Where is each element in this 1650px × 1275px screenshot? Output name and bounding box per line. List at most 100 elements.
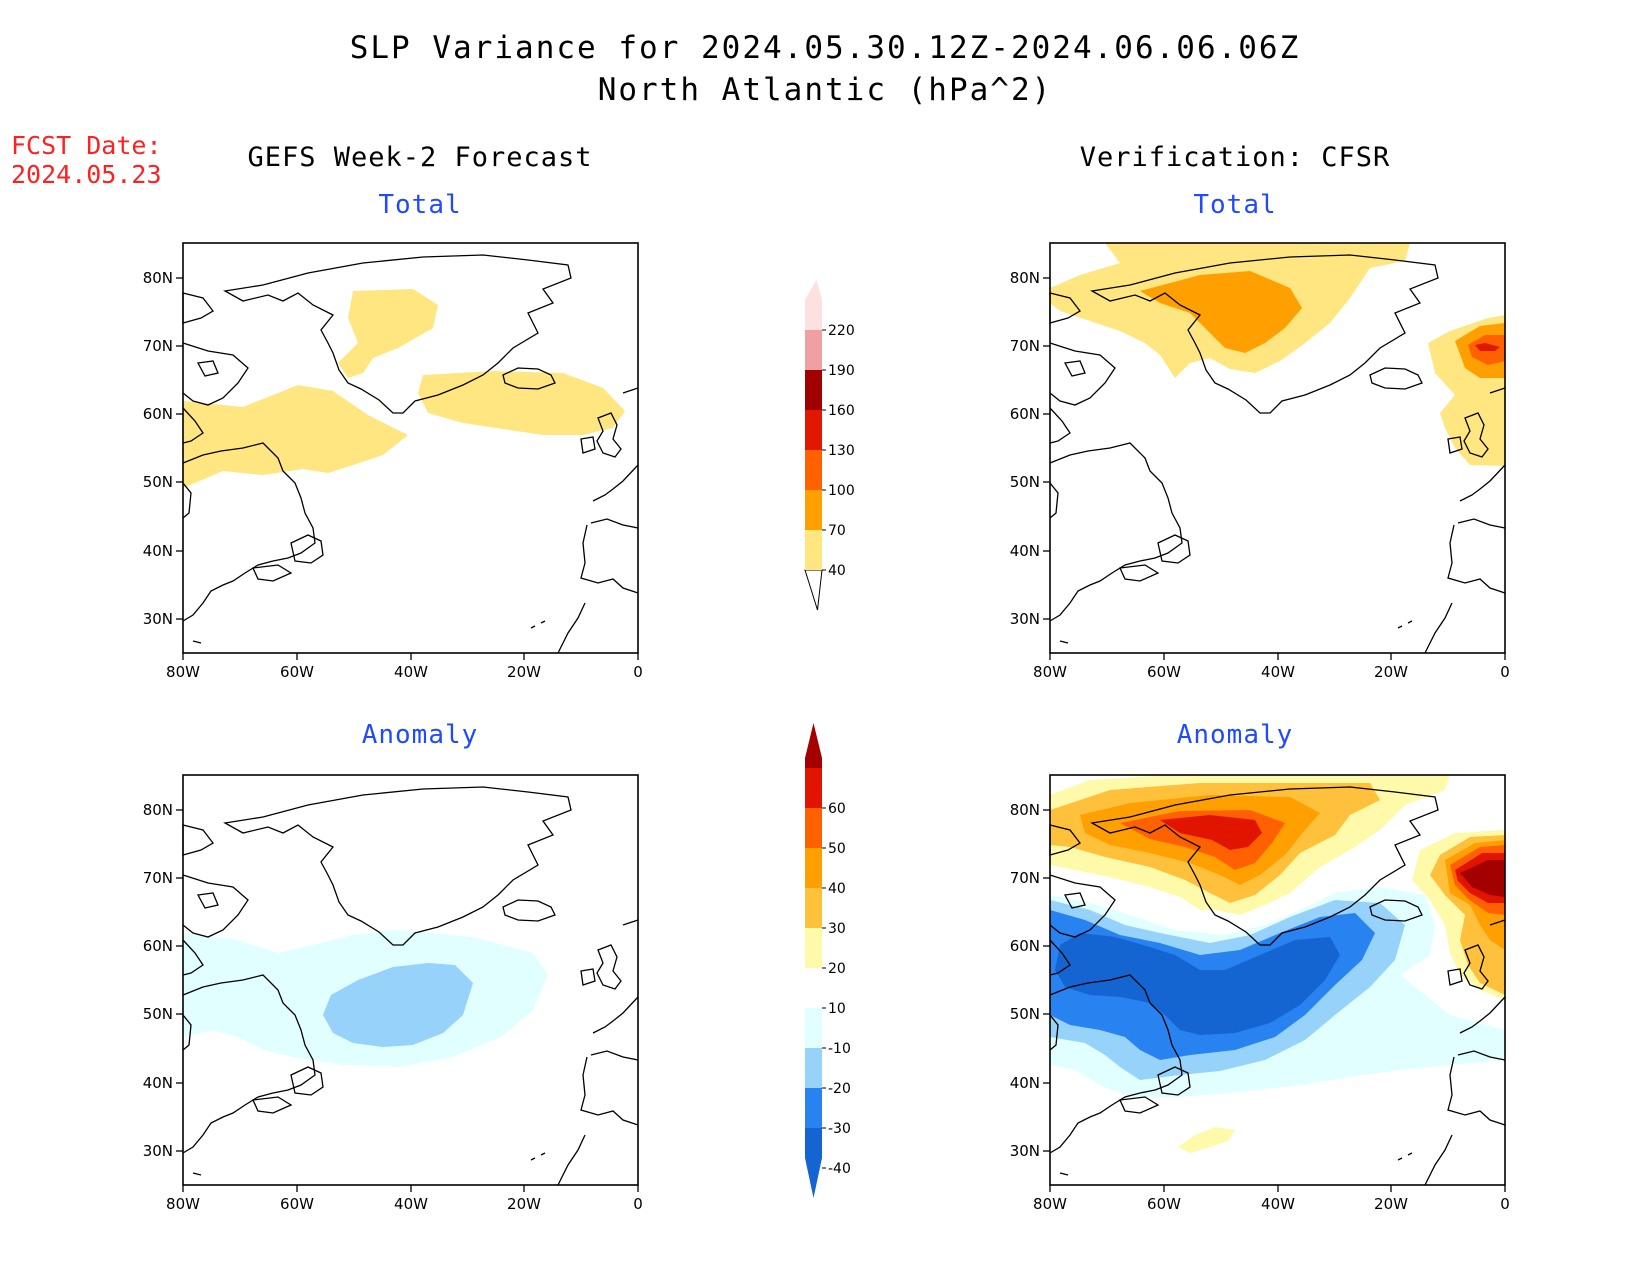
colorbar-total-label: 160 [828,403,855,419]
shading-forecast-anomaly [183,930,548,1067]
colorbar-total-swatch [805,330,822,370]
colorbar-total: 40 70 100 130 160 190 220 [804,280,855,611]
main-title: SLP Variance for 2024.05.30.12Z-2024.06.… [349,30,1301,66]
colorbar-anomaly-label: 50 [828,841,846,857]
lon-label: 0 [1500,1195,1510,1213]
lat-label: 60N [143,937,173,955]
colorbar-total-swatch [805,410,822,450]
colorbar-anomaly: -40 -30 -20 -10 10 20 30 40 50 60 [805,723,851,1198]
lat-label: 80N [1010,269,1040,287]
lon-label: 20W [507,663,541,681]
colorbar-total-swatch [805,370,822,410]
colorbar-anomaly-label: -40 [828,1161,851,1177]
lon-label: 20W [1374,1195,1408,1213]
lon-label: 0 [633,1195,643,1213]
colorbar-total-label: 130 [828,443,855,459]
panel-title-forecast-total: Total [378,190,462,220]
lon-label: 20W [1374,663,1408,681]
colorbar-anomaly-label: 20 [828,961,846,977]
lat-label: 50N [1010,473,1040,491]
lat-label: 30N [1010,610,1040,628]
colorbar-anomaly-label: 40 [828,881,846,897]
map-verification-anomaly: 80N 70N 60N 50N 40N 30N 80W 60W 40W 20W 0 [1010,774,1510,1213]
lon-label: 80W [166,663,200,681]
lon-label: 0 [1500,663,1510,681]
lat-label: 70N [143,869,173,887]
lat-label: 80N [143,801,173,819]
colorbar-anomaly-label: -30 [828,1121,851,1137]
map-verification-total: 80N 70N 60N 50N 40N 30N 80W 60W 40W 20W 0 [1010,242,1510,681]
lat-label: 30N [143,610,173,628]
lon-label: 60W [1147,1195,1181,1213]
lat-label: 70N [1010,869,1040,887]
shading-verification-total [1050,243,1505,466]
lon-label: 80W [166,1195,200,1213]
lat-label: 60N [143,405,173,423]
lon-label: 0 [633,663,643,681]
main-subtitle: North Atlantic (hPa^2) [597,72,1053,108]
lat-label: 60N [1010,937,1040,955]
shading-forecast-total [183,289,625,488]
colorbar-anomaly-swatch [805,1048,822,1088]
lat-label: 40N [143,542,173,560]
fcst-date-label: FCST Date: [11,131,162,160]
colorbar-anomaly-swatch [805,968,822,1008]
panel-title-verification-total: Total [1193,190,1277,220]
lat-label: 50N [143,1005,173,1023]
axis-ticks-verification-total: 80N 70N 60N 50N 40N 30N 80W 60W 40W 20W 0 [1010,269,1510,681]
axis-ticks-forecast-total: 80N 70N 60N 50N 40N 30N 80W 60W 40W 20W 0 [143,269,643,681]
colorbar-anomaly-label: 60 [828,801,846,817]
colorbar-anomaly-label: 30 [828,921,846,937]
map-forecast-total: 80N 70N 60N 50N 40N 30N 80W 60W 40W 20W 0 [143,242,643,681]
shading-verification-anomaly [1050,775,1505,1153]
lon-label: 20W [507,1195,541,1213]
lat-label: 80N [1010,801,1040,819]
lat-label: 60N [1010,405,1040,423]
colorbar-total-lower-extension [804,569,823,611]
colorbar-anomaly-label: -20 [828,1081,851,1097]
lat-label: 30N [1010,1142,1040,1160]
colorbar-anomaly-swatch [805,928,822,968]
lat-label: 50N [1010,1005,1040,1023]
lat-label: 80N [143,269,173,287]
colorbar-total-label: 220 [828,323,855,339]
lon-label: 40W [1261,1195,1295,1213]
lon-label: 60W [280,663,314,681]
colorbar-anomaly-swatch [805,888,822,928]
axis-ticks-forecast-anomaly: 80N 70N 60N 50N 40N 30N 80W 60W 40W 20W 0 [143,801,643,1213]
lat-label: 40N [143,1074,173,1092]
lon-label: 80W [1033,663,1067,681]
colorbar-anomaly-swatch [805,1088,822,1128]
map-forecast-anomaly: 80N 70N 60N 50N 40N 30N 80W 60W 40W 20W 0 [143,774,643,1213]
colorbar-anomaly-swatch [805,1008,822,1048]
colorbar-anomaly-label: 10 [828,1001,846,1017]
lon-label: 60W [1147,663,1181,681]
colorbar-total-swatch [805,280,822,330]
colorbar-anomaly-label: -10 [828,1041,851,1057]
column-title-verification: Verification: CFSR [1079,142,1391,173]
colorbar-total-label: 40 [828,563,846,579]
panel-title-forecast-anomaly: Anomaly [361,720,479,750]
colorbar-total-label: 190 [828,363,855,379]
fcst-date: FCST Date: 2024.05.23 [11,131,162,189]
lon-label: 80W [1033,1195,1067,1213]
lat-label: 70N [1010,337,1040,355]
colorbar-anomaly-swatches: -40 -30 -20 -10 10 20 30 40 50 60 [805,723,851,1198]
lat-label: 50N [143,473,173,491]
lon-label: 60W [280,1195,314,1213]
colorbar-total-swatch [805,450,822,490]
lat-label: 70N [143,337,173,355]
colorbar-anomaly-swatch [805,723,822,768]
colorbar-total-label: 100 [828,483,855,499]
lat-label: 40N [1010,1074,1040,1092]
lat-label: 40N [1010,542,1040,560]
column-title-forecast: GEFS Week-2 Forecast [247,142,593,173]
colorbar-total-swatch [805,490,822,530]
colorbar-anomaly-swatch [805,768,822,808]
colorbar-total-swatches: 40 70 100 130 160 190 220 [804,280,855,611]
lon-label: 40W [394,663,428,681]
colorbar-total-label: 70 [828,523,846,539]
lon-label: 40W [1261,663,1295,681]
colorbar-anomaly-swatch [805,848,822,888]
lat-label: 30N [143,1142,173,1160]
